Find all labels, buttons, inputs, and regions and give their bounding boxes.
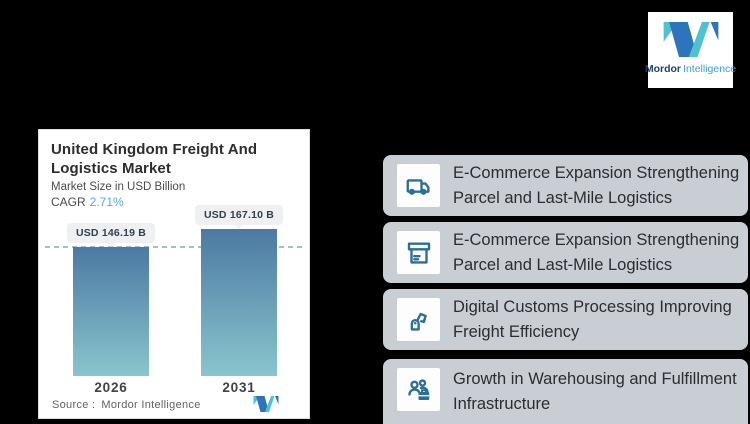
x-axis-label-2031: 2031 xyxy=(222,380,256,395)
chart-title-line1: United Kingdom Freight And xyxy=(51,141,258,158)
highlight-box-digital-customs: Digital Customs Processing Improving Fre… xyxy=(383,289,748,350)
cagr-value: 2.71% xyxy=(89,195,124,209)
delivery-truck-icon xyxy=(397,164,440,207)
highlight-line2: Freight Efficiency xyxy=(453,322,580,341)
reference-dashed-line xyxy=(45,246,303,248)
bar-2026 xyxy=(73,247,149,376)
highlight-line2: Parcel and Last-Mile Logistics xyxy=(453,188,673,207)
chart-header: United Kingdom Freight And Logistics Mar… xyxy=(39,130,309,209)
highlight-text: Digital Customs Processing Improving Fre… xyxy=(453,295,732,345)
brand-name-light: Intelligence xyxy=(683,63,737,75)
robotic-arm-icon xyxy=(397,298,440,341)
highlight-line2: Parcel and Last-Mile Logistics xyxy=(453,255,673,274)
source-value: Mordor Intelligence xyxy=(101,399,201,411)
people-briefcase-icon xyxy=(397,368,440,411)
chart-subtitle: Market Size in USD Billion xyxy=(51,181,186,193)
chart-title: United Kingdom Freight And Logistics Mar… xyxy=(51,140,297,178)
highlight-line1: Growth in Warehousing and Fulfillment xyxy=(453,369,737,388)
value-label-2031: USD 167.10 B xyxy=(194,205,284,225)
highlight-line1: Digital Customs Processing Improving xyxy=(453,297,732,316)
mordor-m-icon-small xyxy=(253,396,279,412)
highlight-line1: E-Commerce Expansion Strengthening xyxy=(453,163,740,182)
bar-2031 xyxy=(201,229,277,376)
highlight-text: Growth in Warehousing and Fulfillment In… xyxy=(453,367,737,417)
storage-box-icon xyxy=(397,231,440,274)
brand-name: Mordor Intelligence xyxy=(645,63,736,75)
mordor-m-icon xyxy=(663,22,718,57)
x-axis-label-2026: 2026 xyxy=(94,380,128,395)
cagr-label: CAGR xyxy=(51,195,86,209)
highlight-text: E-Commerce Expansion Strengthening Parce… xyxy=(453,228,739,278)
highlight-line1: E-Commerce Expansion Strengthening xyxy=(453,230,740,249)
highlight-line2: Infrastructure xyxy=(453,394,551,413)
value-label-2026: USD 146.19 B xyxy=(66,223,156,243)
chart-cagr-row: CAGR 2.71% xyxy=(51,195,297,209)
chart-title-line2: Logistics Market xyxy=(51,160,171,177)
brand-logo-card: Mordor Intelligence xyxy=(645,12,736,88)
highlight-box-ecommerce-truck: E-Commerce Expansion Strengthening Parce… xyxy=(383,155,748,216)
highlight-box-ecommerce-parcel: E-Commerce Expansion Strengthening Parce… xyxy=(383,222,748,283)
highlight-box-warehousing: Growth in Warehousing and Fulfillment In… xyxy=(383,359,748,424)
brand-name-bold: Mordor xyxy=(644,63,682,75)
bar-plot-area: USD 146.19 B USD 167.10 B 2026 2031 xyxy=(39,130,309,418)
source-label: Source : xyxy=(52,399,96,411)
market-chart-card: United Kingdom Freight And Logistics Mar… xyxy=(38,129,310,419)
highlight-text: E-Commerce Expansion Strengthening Parce… xyxy=(453,161,739,211)
source-row: Source : Mordor Intelligence xyxy=(52,399,201,411)
